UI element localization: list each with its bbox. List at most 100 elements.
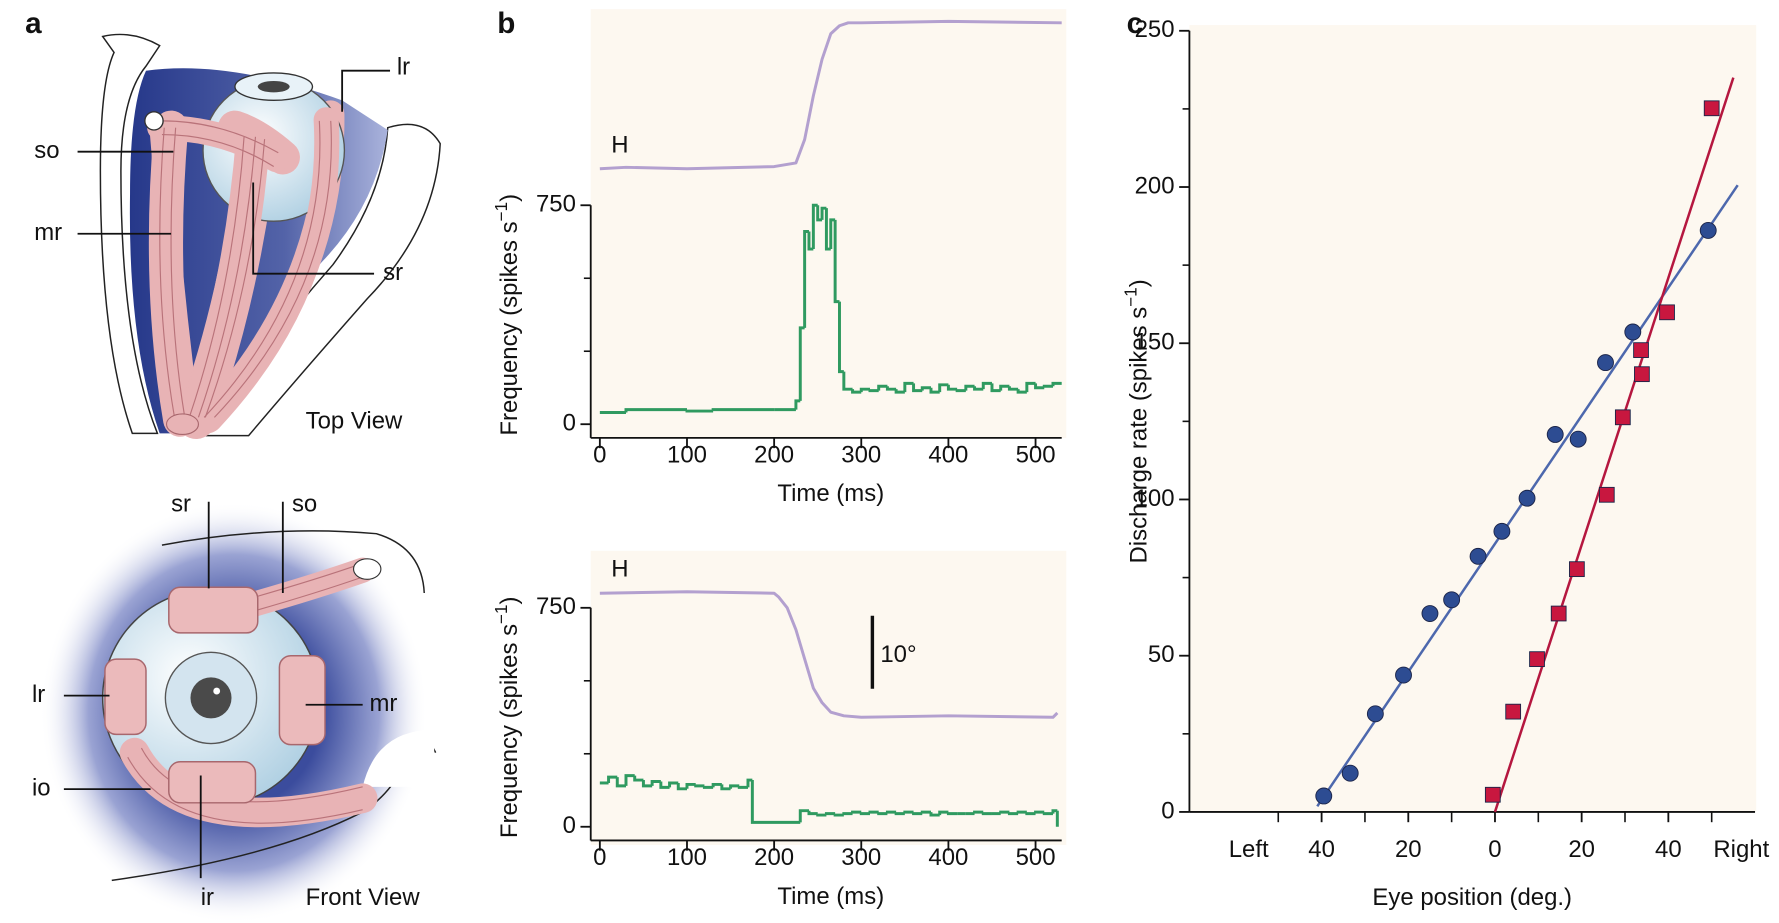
data-point (1518, 489, 1536, 507)
step-segment (685, 782, 696, 789)
step-segment (641, 780, 653, 788)
trace-label: H (611, 556, 628, 583)
step-segment (816, 813, 827, 817)
muscle-label: so (34, 137, 59, 164)
step-segment (842, 812, 853, 816)
top-view-illustration: so mr lr sr Top View (34, 33, 441, 440)
y-axis-title-part: −1 (491, 202, 510, 221)
data-point (1703, 100, 1720, 117)
step-segment (1042, 384, 1053, 388)
view-caption: Front View (306, 884, 421, 911)
x-tick-label: 0 (593, 844, 606, 871)
step-segment (973, 810, 984, 814)
x-tick-label: 500 (1016, 441, 1056, 468)
step-segment (807, 231, 814, 251)
data-point (1546, 426, 1564, 443)
data-point (1493, 522, 1511, 540)
data-point (1366, 705, 1384, 723)
y-axis-title-part: Frequency (spikes s (496, 624, 523, 838)
trace-line (599, 19, 1062, 171)
step-segment (702, 785, 714, 789)
x-tick-label: 40 (1655, 836, 1682, 863)
step-segment (1034, 383, 1045, 390)
y-tick-label: 250 (1135, 16, 1175, 43)
plot-background (590, 550, 1067, 845)
trace-label: H (611, 131, 628, 158)
step-segment (929, 812, 940, 817)
scale-bar-label: 10° (880, 641, 916, 668)
step-segment (903, 810, 914, 814)
data-point (1598, 486, 1615, 503)
y-tick-label: 0 (563, 410, 576, 437)
step-segment (973, 386, 984, 391)
x-tick-label: 200 (754, 441, 794, 468)
data-point (1469, 547, 1487, 565)
fit-line (1493, 77, 1735, 813)
step-segment (624, 774, 635, 786)
plot-background (1189, 25, 1757, 812)
data-point (1569, 430, 1587, 448)
y-axis-title-part: ) (1126, 279, 1153, 287)
step-segment (824, 812, 836, 816)
step-segment (1042, 812, 1053, 816)
front-view-illustration: sr so lr mr io ir Front View (32, 491, 437, 923)
step-segment (1034, 810, 1045, 814)
step-segment (859, 812, 870, 816)
step-segment (624, 408, 687, 413)
step-segment (999, 810, 1010, 814)
view-caption: Top View (306, 407, 403, 434)
x-tick-label: 100 (667, 441, 707, 468)
step-segment (877, 384, 888, 391)
step-segment (955, 389, 966, 393)
data-point (1484, 786, 1501, 803)
step-segment (833, 813, 844, 817)
y-axis-title: Discharge rate (spikes s−1) (1121, 279, 1153, 563)
step-segment (798, 809, 809, 823)
step-segment (938, 810, 949, 816)
step-segment (885, 810, 897, 814)
plot-background (590, 9, 1067, 438)
muscle-label: lr (397, 54, 410, 81)
step-segment (676, 782, 687, 791)
step-segment (1016, 389, 1027, 394)
step-segment (999, 384, 1010, 391)
data-point (1597, 354, 1614, 372)
x-axis-title: Time (ms) (777, 480, 884, 507)
step-segment (912, 383, 923, 393)
step-segment (737, 785, 748, 789)
data-point (1395, 666, 1412, 684)
step-segment (894, 389, 905, 394)
muscle-label: lr (32, 681, 45, 708)
x-tick-label: 500 (1016, 844, 1056, 871)
step-segment (981, 381, 992, 390)
step-segment (1016, 810, 1027, 814)
step-segment (912, 812, 923, 816)
data-point (1550, 605, 1567, 622)
muscle-label: ir (201, 884, 214, 911)
step-segment (894, 812, 905, 816)
step-segment (720, 784, 731, 791)
step-segment (877, 812, 888, 816)
data-point (1529, 651, 1545, 668)
muscle-label: mr (34, 219, 62, 246)
step-segment (694, 784, 705, 788)
x-end-label: Right (1713, 836, 1769, 863)
x-tick-label: 20 (1568, 836, 1595, 863)
step-segment (946, 384, 958, 391)
panel-letter: a (25, 7, 42, 40)
y-axis-title-part: ) (496, 596, 523, 604)
data-point (1421, 605, 1439, 622)
step-segment (659, 781, 670, 789)
step-segment (807, 810, 818, 816)
step-segment (668, 781, 679, 788)
y-axis-title-part: ) (496, 194, 523, 202)
data-point (1624, 323, 1642, 341)
data-point (1443, 591, 1461, 609)
y-tick-label: 150 (1135, 329, 1175, 356)
y-axis-title: Frequency (spikes s−1) (491, 194, 523, 436)
panel-letter: b (497, 7, 515, 40)
step-segment (990, 383, 1001, 393)
step-segment (1007, 386, 1019, 391)
x-tick-label: 200 (754, 844, 794, 871)
